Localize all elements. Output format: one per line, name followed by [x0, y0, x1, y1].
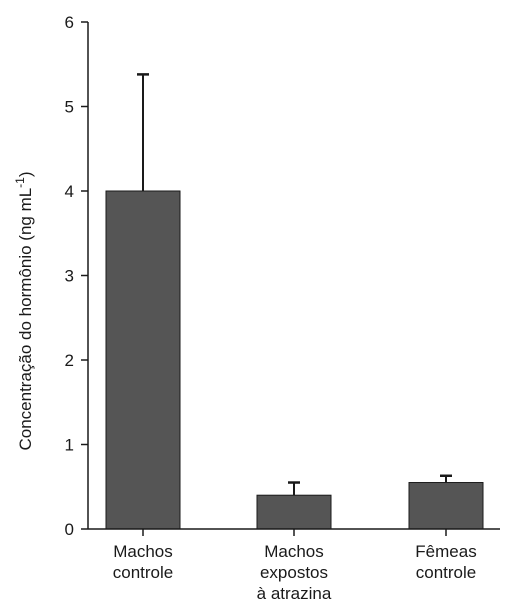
- y-tick-label-6: 6: [65, 13, 74, 32]
- x-tick-label-2-line-1: Machos: [264, 542, 324, 561]
- labels-layer: 0 1 2 3 4 5 6 Machos controle Machos expostos à atr…: [65, 13, 477, 603]
- y-tick-label-0: 0: [65, 520, 74, 539]
- x-tick-label-3: Fêmeas controle: [415, 542, 476, 582]
- y-tick-label-3: 3: [65, 267, 74, 286]
- x-tick-label-3-line-2: controle: [416, 563, 476, 582]
- x-tick-label-1-line-1: Machos: [113, 542, 173, 561]
- y-axis-label-tail: ): [16, 171, 35, 177]
- x-tick-label-2-line-3: à atrazina: [257, 584, 332, 603]
- y-axis-label: Concentração do hormônio (ng mL-1): [13, 171, 35, 450]
- y-tick-label-5: 5: [65, 98, 74, 117]
- y-tick-label-2: 2: [65, 351, 74, 370]
- x-tick-label-1: Machos controle: [113, 542, 173, 582]
- bars-layer: [105, 190, 484, 530]
- x-tick-label-2-line-2: expostos: [260, 563, 328, 582]
- x-tick-label-3-line-1: Fêmeas: [415, 542, 476, 561]
- error-bars-layer: [137, 73, 452, 496]
- x-tick-label-2: Machos expostos à atrazina: [257, 542, 332, 603]
- y-tick-label-4: 4: [65, 182, 74, 201]
- bar-1: [105, 190, 181, 530]
- axes-layer: [81, 21, 500, 536]
- bar-3: [408, 482, 484, 530]
- bar-2: [256, 494, 332, 530]
- x-tick-label-1-line-2: controle: [113, 563, 173, 582]
- y-tick-label-1: 1: [65, 436, 74, 455]
- y-axis-label-main: Concentração do hormônio (ng mL: [16, 188, 35, 451]
- y-axis-label-superscript: -1: [13, 177, 27, 188]
